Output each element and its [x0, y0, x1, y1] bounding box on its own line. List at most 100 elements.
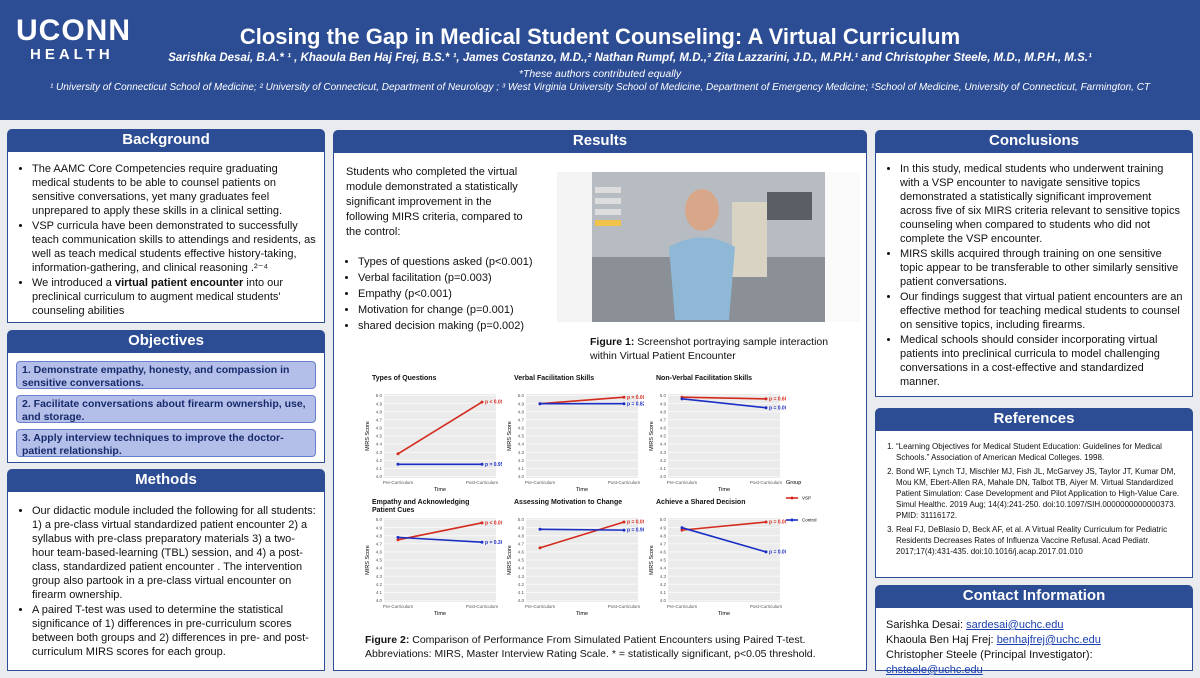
data-point	[764, 406, 768, 410]
contact-row: Christopher Steele (Principal Investigat…	[886, 648, 1184, 678]
p-value-label: p = 0.001*	[627, 520, 644, 526]
data-point	[538, 402, 542, 406]
x-tick-label: Pre-Curriculum	[525, 604, 556, 609]
x-tick-label: Post-Curriculum	[750, 480, 783, 485]
bullet: A paired T-test was used to determine th…	[32, 603, 316, 659]
y-tick-label: 4.7	[376, 417, 383, 422]
objective: 1. Demonstrate empathy, honesty, and com…	[16, 361, 316, 389]
bullet: Bond WF, Lynch TJ, Mischler MJ, Fish JL,…	[896, 466, 1184, 521]
y-tick-label: 4.1	[518, 590, 525, 595]
x-axis-title: Time	[576, 611, 588, 617]
y-tick-label: 4.6	[376, 550, 383, 555]
bullet-list: In this study, medical students who unde…	[882, 162, 1184, 389]
legend-label: VSP	[802, 496, 811, 501]
section-heading: Objectives	[7, 330, 325, 352]
y-tick-label: 4.7	[660, 417, 667, 422]
mini-chart: 4.0 4.1 4.2 4.3 4.4 4.5 4.6 4.7 4.8 4.9 5.0 Pre-Cur…	[649, 393, 786, 493]
data-point	[396, 462, 400, 466]
header: UCONN HEALTH Closing the Gap in Medical …	[0, 0, 1200, 120]
bullet: We introduced a virtual patient encounte…	[32, 276, 316, 318]
mini-chart: 4.0 4.1 4.2 4.3 4.4 4.5 4.6 4.7 4.8 4.9 5.0 Pre-Cur…	[507, 517, 644, 617]
title-bar	[557, 162, 860, 172]
email-link[interactable]: sardesai@uchc.edu	[966, 619, 1064, 631]
y-tick-label: 4.6	[518, 550, 525, 555]
y-tick-label: 5.0	[660, 517, 667, 522]
caption: Screenshot portraying sample interaction…	[590, 336, 829, 362]
bullet-list: Types of questions asked (p<0.001)Verbal…	[340, 255, 558, 335]
figure1-caption: Figure 1: Screenshot portraying sample i…	[590, 335, 850, 363]
objectives-box: 1. Demonstrate empathy, honesty, and com…	[7, 352, 325, 463]
section-heading: Methods	[7, 469, 325, 491]
background-box: The AAMC Core Competencies require gradu…	[7, 151, 325, 323]
x-tick-label: Post-Curriculum	[750, 604, 783, 609]
x-tick-label: Pre-Curriculum	[383, 604, 414, 609]
references-box: “Learning Objectives for Medical Student…	[875, 430, 1193, 578]
y-tick-label: 4.9	[518, 525, 525, 530]
bullet: Types of questions asked (p<0.001)	[358, 255, 558, 270]
y-tick-label: 4.6	[376, 426, 383, 431]
notes-panel	[825, 172, 860, 322]
y-tick-label: 4.0	[518, 598, 525, 603]
menu-item	[595, 187, 621, 193]
bullet: Medical schools should consider incorpor…	[900, 333, 1184, 389]
data-point	[480, 462, 484, 466]
conclusions-box: In this study, medical students who unde…	[875, 152, 1193, 397]
data-point	[480, 540, 484, 544]
legend-swatch	[790, 496, 794, 500]
bullet: Empathy (p<0.001)	[358, 287, 558, 302]
section-heading: Results	[333, 130, 867, 152]
y-tick-label: 4.2	[660, 582, 667, 587]
y-tick-label: 4.4	[660, 442, 667, 447]
p-value-label: p = 0.66	[769, 396, 786, 402]
y-tick-label: 5.0	[518, 517, 525, 522]
y-tick-label: 4.7	[518, 417, 525, 422]
series-line	[681, 398, 767, 409]
y-tick-label: 4.6	[518, 426, 525, 431]
mini-chart: 4.0 4.1 4.2 4.3 4.4 4.5 4.6 4.7 4.8 4.9 5.0 Pre-Cur…	[507, 393, 644, 493]
email-link[interactable]: chsteele@uchc.edu	[886, 664, 983, 676]
y-tick-label: 4.5	[518, 434, 525, 439]
x-tick-label: Post-Curriculum	[608, 480, 641, 485]
reference-list: “Learning Objectives for Medical Student…	[880, 441, 1184, 557]
y-tick-label: 4.0	[660, 474, 667, 479]
data-point	[396, 452, 400, 456]
data-point	[764, 397, 768, 401]
series-line	[397, 401, 483, 455]
p-value-label: p = 0.90	[627, 528, 644, 534]
y-tick-label: 5.0	[518, 393, 525, 398]
mini-chart: 4.0 4.1 4.2 4.3 4.4 4.5 4.6 4.7 4.8 4.9 5.0 Pre-Cur…	[649, 517, 786, 617]
caption: Comparison of Performance From Simulated…	[409, 634, 806, 646]
y-tick-label: 4.9	[518, 401, 525, 406]
title: Closing the Gap in Medical Student Couns…	[239, 24, 961, 49]
series-line	[681, 526, 767, 553]
affiliations: ¹ University of Connecticut School of Me…	[49, 82, 1151, 93]
legend-swatch	[790, 518, 794, 522]
p-value-label: p = 0.002*	[769, 550, 786, 556]
legend-label: Control	[802, 518, 817, 523]
chart-title: Assessing Motivation to Change	[514, 499, 623, 506]
y-axis-title: MIRS Score	[649, 421, 655, 451]
y-tick-label: 4.1	[660, 466, 667, 471]
y-tick-label: 4.2	[660, 458, 667, 463]
chart-title: Non-Verbal Facilitation Skills	[656, 375, 753, 382]
y-tick-label: 4.7	[518, 541, 525, 546]
menu-item	[595, 198, 621, 204]
section-heading: Contact Information	[875, 585, 1193, 607]
email-link[interactable]: benhajfrej@uchc.edu	[996, 634, 1101, 646]
y-tick-label: 4.3	[660, 450, 667, 455]
series-line	[539, 396, 625, 405]
y-tick-label: 4.5	[660, 434, 667, 439]
series-line	[539, 528, 625, 531]
section-heading: References	[875, 408, 1193, 430]
chart-title: Empathy and Acknowledging Patient Cues	[372, 499, 470, 514]
chart-title: Verbal Facilitation Skills	[514, 375, 595, 382]
data-point	[680, 526, 684, 530]
x-tick-label: Post-Curriculum	[466, 604, 499, 609]
objective: 3. Apply interview techniques to improve…	[16, 429, 316, 457]
y-tick-label: 4.0	[376, 474, 383, 479]
y-tick-label: 4.9	[376, 401, 383, 406]
contact-name: Sarishka Desai:	[886, 619, 964, 631]
monitor	[767, 192, 812, 220]
p-value-label: p = 0.002*	[769, 405, 786, 411]
bullet-list: Our didactic module included the followi…	[14, 504, 316, 659]
